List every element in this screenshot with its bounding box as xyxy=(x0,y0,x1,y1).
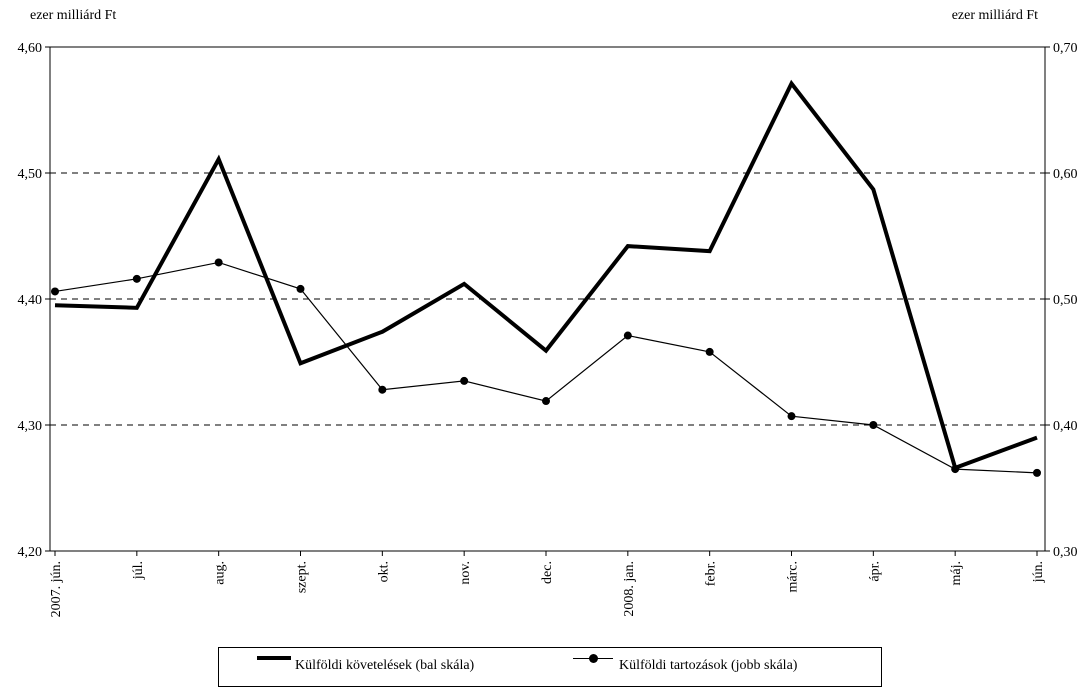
legend-label-liabilities: Külföldi tartozások (jobb skála) xyxy=(619,658,798,673)
left-axis-unit: ezer milliárd Ft xyxy=(30,8,117,23)
x-axis-tick-label: júl. xyxy=(131,561,146,580)
right-axis-tick-label: 0,60 xyxy=(1053,167,1078,182)
x-axis-tick-label: márc. xyxy=(786,561,801,592)
x-axis-tick-label: máj. xyxy=(949,561,964,586)
x-axis-tick-label: 2008. jan. xyxy=(622,561,637,617)
right-axis-tick-label: 0,30 xyxy=(1053,545,1078,560)
data-point-liabilities xyxy=(787,412,796,421)
x-axis-tick-label: szept. xyxy=(295,561,310,593)
data-point-liabilities xyxy=(214,258,223,267)
data-point-liabilities xyxy=(378,385,387,394)
x-axis-tick-label: 2007. jún. xyxy=(49,561,64,617)
data-point-liabilities xyxy=(1033,468,1041,477)
left-axis-tick-label: 4,60 xyxy=(18,41,43,56)
series-line-liabilities xyxy=(54,261,1038,474)
x-axis-tick-label: jún. xyxy=(1031,561,1046,583)
x-axis-tick-label: okt. xyxy=(376,561,391,582)
x-axis-tick-label: ápr. xyxy=(867,561,882,582)
left-axis-tick-label: 4,40 xyxy=(18,293,43,308)
left-axis-tick-label: 4,20 xyxy=(18,545,43,560)
right-axis-tick-label: 0,40 xyxy=(1053,419,1078,434)
right-axis-tick-label: 0,50 xyxy=(1053,293,1078,308)
data-point-liabilities xyxy=(132,274,141,283)
left-axis-tick-label: 4,50 xyxy=(18,167,43,182)
data-point-liabilities xyxy=(869,421,878,429)
x-axis-tick-label: nov. xyxy=(458,561,473,585)
legend-marker-liabilities xyxy=(589,654,598,663)
data-point-liabilities xyxy=(460,376,469,385)
series-line-receivables xyxy=(54,79,1038,471)
data-point-liabilities xyxy=(951,465,960,474)
data-point-liabilities xyxy=(705,347,714,356)
data-point-liabilities xyxy=(296,284,305,293)
right-axis-tick-label: 0,70 xyxy=(1053,41,1078,56)
x-axis-tick-label: aug. xyxy=(213,561,228,585)
data-point-liabilities xyxy=(623,331,632,340)
legend-label-receivables: Külföldi követelések (bal skála) xyxy=(295,658,475,673)
chart-legend: Külföldi követelések (bal skála) Külföld… xyxy=(218,647,882,687)
right-axis-unit: ezer milliárd Ft xyxy=(951,8,1038,23)
x-axis-tick-label: febr. xyxy=(704,561,719,586)
legend-swatch-receivables xyxy=(257,656,291,660)
data-point-liabilities xyxy=(51,287,59,296)
left-axis-tick-label: 4,30 xyxy=(18,419,43,434)
data-point-liabilities xyxy=(542,397,550,406)
x-axis-tick-label: dec. xyxy=(540,561,555,584)
